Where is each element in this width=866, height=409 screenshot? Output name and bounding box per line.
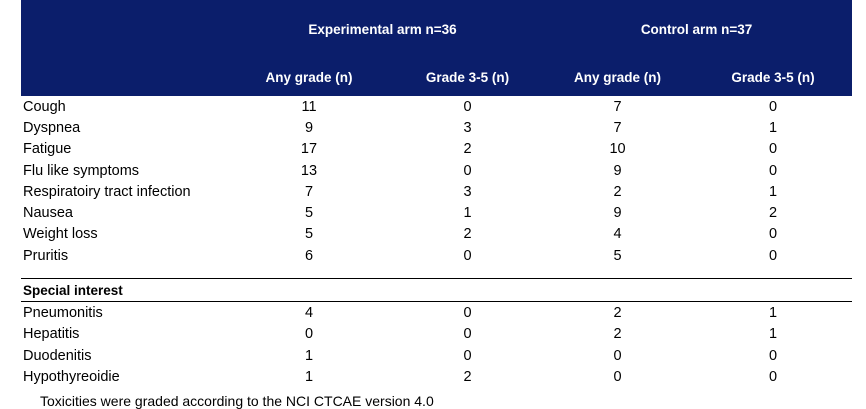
ctl-grade35-value: 0 <box>768 347 778 364</box>
table-row: Fatigue 17 2 10 0 <box>21 139 852 160</box>
table-row: Weight loss 5 2 4 0 <box>21 224 852 245</box>
table-row: Flu like symptoms 13 0 9 0 <box>21 160 852 181</box>
toxicity-name: Hypothyreoidie <box>23 368 120 385</box>
exp-any-grade-value: 9 <box>304 119 314 136</box>
special-interest-heading: Special interest <box>21 278 853 303</box>
exp-any-grade-value: 0 <box>304 326 314 343</box>
ctl-any-grade-value: 10 <box>609 141 626 158</box>
ctl-any-grade-value: 0 <box>613 347 622 364</box>
table-row: Respiratoiry tract infection 7 3 2 1 <box>21 181 852 202</box>
table-row: Dyspnea 9 3 7 1 <box>21 117 852 138</box>
table-row: Pneumonitis 4 0 2 1 <box>21 302 852 324</box>
exp-grade35-value: 0 <box>463 98 472 115</box>
toxicity-name: Duodenitis <box>23 347 92 364</box>
exp-any-grade-value: 5 <box>304 205 314 222</box>
exp-any-grade-header: Any grade (n) <box>224 58 394 96</box>
toxicity-name: Flu like symptoms <box>23 162 140 179</box>
exp-grade35-value: 0 <box>463 162 472 179</box>
ctl-grade35-value: 0 <box>768 98 778 115</box>
ctl-any-grade-value: 2 <box>613 305 622 322</box>
toxicity-name: Pruritis <box>23 247 69 264</box>
ctl-any-grade-value: 0 <box>613 368 622 385</box>
toxicity-name: Respiratoiry tract infection <box>23 183 191 200</box>
ctl-grade35-value: 1 <box>768 119 778 136</box>
exp-grade35-value: 2 <box>463 141 472 158</box>
table-header: Experimental arm n=36 Control arm n=37 A… <box>21 0 853 96</box>
ctl-grade35-value: 0 <box>768 368 778 385</box>
exp-grade35-header: Grade 3-5 (n) <box>394 58 542 96</box>
exp-grade35-value: 2 <box>463 368 472 385</box>
table-row: Hypothyreoidie 1 2 0 0 <box>21 366 852 387</box>
toxicity-name: Pneumonitis <box>23 305 103 322</box>
table-row: Hepatitis 0 0 2 1 <box>21 324 852 345</box>
header-blank-cell <box>21 0 224 58</box>
exp-any-grade-value: 13 <box>300 162 318 179</box>
ctl-any-grade-value: 7 <box>613 98 622 115</box>
table-row: Nausea 5 1 9 2 <box>21 202 852 223</box>
exp-any-grade-value: 11 <box>301 98 317 115</box>
footnote-cutoff-text: Toxicities were graded according to the … <box>40 393 434 409</box>
spacer-row <box>21 266 852 279</box>
toxicity-name: Nausea <box>23 205 73 222</box>
exp-any-grade-value: 17 <box>300 141 318 158</box>
ctl-grade35-value: 1 <box>768 326 778 343</box>
ctl-grade35-header: Grade 3-5 (n) <box>694 58 853 96</box>
ctl-any-grade-value: 7 <box>613 119 622 136</box>
exp-any-grade-value: 1 <box>304 368 314 385</box>
adverse-events-table: Experimental arm n=36 Control arm n=37 A… <box>21 0 853 388</box>
ctl-grade35-value: 0 <box>768 226 778 243</box>
exp-any-grade-value: 4 <box>304 305 314 322</box>
ctl-any-grade-value: 9 <box>613 162 622 179</box>
ctl-any-grade-value: 9 <box>613 205 622 222</box>
exp-grade35-value: 0 <box>463 326 472 343</box>
section-header-row: Special interest <box>21 278 853 303</box>
ctl-grade35-value: 0 <box>768 247 778 264</box>
toxicity-name: Fatigue <box>23 141 72 158</box>
ctl-grade35-value: 1 <box>768 183 778 200</box>
header-row-grades: Any grade (n) Grade 3-5 (n) Any grade (n… <box>21 58 853 96</box>
exp-grade35-value: 1 <box>463 205 472 222</box>
header-blank-cell <box>21 58 224 96</box>
toxicity-name: Weight loss <box>23 226 98 243</box>
exp-any-grade-value: 7 <box>304 183 314 200</box>
ctl-any-grade-value: 4 <box>613 226 622 243</box>
toxicity-name: Hepatitis <box>23 326 80 343</box>
experimental-arm-header: Experimental arm n=36 <box>224 0 542 58</box>
ctl-grade35-value: 0 <box>768 162 778 179</box>
exp-grade35-value: 0 <box>463 305 472 322</box>
ctl-grade35-value: 1 <box>768 305 778 322</box>
ctl-any-grade-header: Any grade (n) <box>541 58 695 96</box>
ctl-any-grade-value: 2 <box>613 326 622 343</box>
ctl-any-grade-value: 5 <box>613 247 622 264</box>
control-arm-header: Control arm n=37 <box>541 0 853 58</box>
adverse-events-table-container: Experimental arm n=36 Control arm n=37 A… <box>21 0 853 388</box>
table-row: Cough 11 0 7 0 <box>21 96 852 117</box>
exp-grade35-value: 2 <box>463 226 472 243</box>
exp-any-grade-value: 5 <box>304 226 314 243</box>
toxicity-name: Cough <box>23 98 66 115</box>
exp-grade35-value: 3 <box>463 183 472 200</box>
toxicity-name: Dyspnea <box>23 119 81 136</box>
ctl-any-grade-value: 2 <box>613 183 622 200</box>
exp-any-grade-value: 1 <box>304 347 314 364</box>
table-body: Cough 11 0 7 0 Dyspnea 9 3 7 1 Fatigue 1… <box>21 96 853 388</box>
exp-grade35-value: 3 <box>463 119 472 136</box>
spacer-cell <box>21 266 852 279</box>
exp-any-grade-value: 6 <box>304 247 314 264</box>
header-row-arms: Experimental arm n=36 Control arm n=37 <box>21 0 853 58</box>
ctl-grade35-value: 0 <box>768 141 778 158</box>
ctl-grade35-value: 2 <box>768 205 778 222</box>
table-row: Duodenitis 1 0 0 0 <box>21 345 852 366</box>
exp-grade35-value: 0 <box>463 247 472 264</box>
table-row: Pruritis 6 0 5 0 <box>21 245 852 266</box>
exp-grade35-value: 0 <box>463 347 472 364</box>
